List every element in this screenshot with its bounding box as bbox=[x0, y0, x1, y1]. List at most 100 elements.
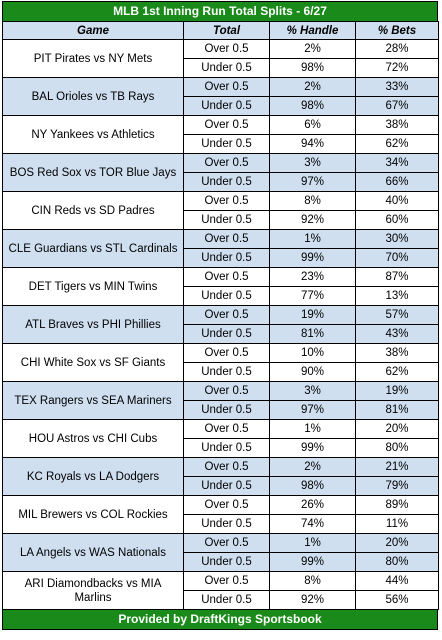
bets-cell: 81% bbox=[355, 400, 439, 420]
bets-cell: 20% bbox=[355, 419, 439, 439]
total-cell: Over 0.5 bbox=[183, 343, 270, 363]
table-row: ARI Diamondbacks vs MIA Marlins Over 0.5 8… bbox=[2, 571, 439, 610]
total-cell: Under 0.5 bbox=[183, 58, 270, 78]
game-cell: CHI White Sox vs SF Giants bbox=[2, 343, 184, 382]
table-row: BAL Orioles vs TB Rays Over 0.5 2% 33% bbox=[2, 77, 439, 116]
handle-cell: 6% bbox=[269, 115, 356, 135]
total-cell: Over 0.5 bbox=[183, 229, 270, 249]
game-cell: DET Tigers vs MIN Twins bbox=[2, 267, 184, 306]
bets-cell: 34% bbox=[355, 153, 439, 173]
handle-cell: 2% bbox=[269, 77, 356, 97]
bets-cell: 43% bbox=[355, 324, 439, 344]
handle-cell: 77% bbox=[269, 286, 356, 306]
total-cell: Over 0.5 bbox=[183, 191, 270, 211]
bets-cell: 28% bbox=[355, 39, 439, 59]
bets-cell: 72% bbox=[355, 58, 439, 78]
total-cell: Under 0.5 bbox=[183, 172, 270, 192]
total-cell: Over 0.5 bbox=[183, 305, 270, 325]
table-row: Under 0.5 98% 67% bbox=[3, 96, 439, 116]
total-cell: Under 0.5 bbox=[183, 210, 270, 230]
bets-cell: 38% bbox=[355, 343, 439, 363]
bets-cell: 62% bbox=[355, 134, 439, 154]
bets-cell: 79% bbox=[355, 476, 439, 496]
bets-cell: 20% bbox=[355, 533, 439, 553]
handle-cell: 1% bbox=[269, 419, 356, 439]
total-cell: Over 0.5 bbox=[183, 381, 270, 401]
table-row: Under 0.5 98% 79% bbox=[3, 476, 439, 496]
handle-cell: 3% bbox=[269, 153, 356, 173]
table-row: ATL Braves vs PHI Phillies Over 0.5 19% 57% bbox=[2, 305, 439, 344]
table-row: Under 0.5 90% 62% bbox=[3, 362, 439, 382]
total-cell: Over 0.5 bbox=[183, 533, 270, 553]
bets-cell: 80% bbox=[355, 552, 439, 572]
game-cell: PIT Pirates vs NY Mets bbox=[2, 39, 184, 78]
table-row: Under 0.5 77% 13% bbox=[3, 286, 439, 306]
table-row: PIT Pirates vs NY Mets Over 0.5 2% 28% bbox=[2, 39, 439, 78]
total-cell: Under 0.5 bbox=[183, 248, 270, 268]
handle-cell: 99% bbox=[269, 552, 356, 572]
handle-cell: 98% bbox=[269, 96, 356, 116]
total-cell: Over 0.5 bbox=[183, 457, 270, 477]
bets-cell: 44% bbox=[355, 571, 439, 591]
total-cell: Over 0.5 bbox=[183, 39, 270, 59]
bets-cell: 40% bbox=[355, 191, 439, 211]
table-row: Under 0.5 81% 43% bbox=[3, 324, 439, 344]
footer-credit: Provided by DraftKings Sportsbook bbox=[2, 610, 438, 630]
table-row: Under 0.5 97% 81% bbox=[3, 400, 439, 420]
handle-cell: 8% bbox=[269, 571, 356, 591]
handle-cell: 3% bbox=[269, 381, 356, 401]
splits-sheet: MLB 1st Inning Run Total Splits - 6/27 G… bbox=[2, 1, 439, 630]
bets-cell: 38% bbox=[355, 115, 439, 135]
header-game: Game bbox=[2, 21, 184, 40]
header-handle: % Handle bbox=[269, 21, 356, 40]
handle-cell: 74% bbox=[269, 514, 356, 534]
table-row: Under 0.5 97% 66% bbox=[3, 172, 439, 192]
game-cell: ARI Diamondbacks vs MIA Marlins bbox=[2, 571, 184, 610]
handle-cell: 90% bbox=[269, 362, 356, 382]
page-title: MLB 1st Inning Run Total Splits - 6/27 bbox=[2, 1, 438, 21]
total-cell: Over 0.5 bbox=[183, 77, 270, 97]
handle-cell: 8% bbox=[269, 191, 356, 211]
handle-cell: 94% bbox=[269, 134, 356, 154]
handle-cell: 23% bbox=[269, 267, 356, 287]
total-cell: Under 0.5 bbox=[183, 400, 270, 420]
table-row: Under 0.5 92% 60% bbox=[3, 210, 439, 230]
game-cell: LA Angels vs WAS Nationals bbox=[2, 533, 184, 572]
table-row: MIL Brewers vs COL Rockies Over 0.5 26% 89% bbox=[2, 495, 439, 534]
handle-cell: 10% bbox=[269, 343, 356, 363]
handle-cell: 99% bbox=[269, 248, 356, 268]
handle-cell: 97% bbox=[269, 400, 356, 420]
game-cell: ATL Braves vs PHI Phillies bbox=[2, 305, 184, 344]
total-cell: Over 0.5 bbox=[183, 115, 270, 135]
handle-cell: 98% bbox=[269, 476, 356, 496]
total-cell: Under 0.5 bbox=[183, 134, 270, 154]
table-row: BOS Red Sox vs TOR Blue Jays Over 0.5 3% 34… bbox=[2, 153, 439, 192]
handle-cell: 1% bbox=[269, 229, 356, 249]
bets-cell: 33% bbox=[355, 77, 439, 97]
total-cell: Under 0.5 bbox=[183, 476, 270, 496]
handle-cell: 97% bbox=[269, 172, 356, 192]
table-row: HOU Astros vs CHI Cubs Over 0.5 1% 20% bbox=[2, 419, 439, 458]
game-cell: CLE Guardians vs STL Cardinals bbox=[2, 229, 184, 268]
table-row: LA Angels vs WAS Nationals Over 0.5 1% 20% bbox=[2, 533, 439, 572]
bets-cell: 13% bbox=[355, 286, 439, 306]
bets-cell: 56% bbox=[355, 590, 439, 610]
header-total: Total bbox=[183, 21, 270, 40]
table-row: CIN Reds vs SD Padres Over 0.5 8% 40% bbox=[2, 191, 439, 230]
bets-cell: 57% bbox=[355, 305, 439, 325]
total-cell: Under 0.5 bbox=[183, 514, 270, 534]
total-cell: Over 0.5 bbox=[183, 419, 270, 439]
bets-cell: 11% bbox=[355, 514, 439, 534]
table-row: Under 0.5 92% 56% bbox=[3, 590, 439, 610]
total-cell: Under 0.5 bbox=[183, 96, 270, 116]
table-row: TEX Rangers vs SEA Mariners Over 0.5 3% 19% bbox=[2, 381, 439, 420]
handle-cell: 2% bbox=[269, 39, 356, 59]
total-cell: Under 0.5 bbox=[183, 552, 270, 572]
bets-cell: 62% bbox=[355, 362, 439, 382]
bets-cell: 67% bbox=[355, 96, 439, 116]
total-cell: Under 0.5 bbox=[183, 362, 270, 382]
bets-cell: 30% bbox=[355, 229, 439, 249]
bets-cell: 70% bbox=[355, 248, 439, 268]
table-row: NY Yankees vs Athletics Over 0.5 6% 38% bbox=[2, 115, 439, 154]
total-cell: Under 0.5 bbox=[183, 324, 270, 344]
